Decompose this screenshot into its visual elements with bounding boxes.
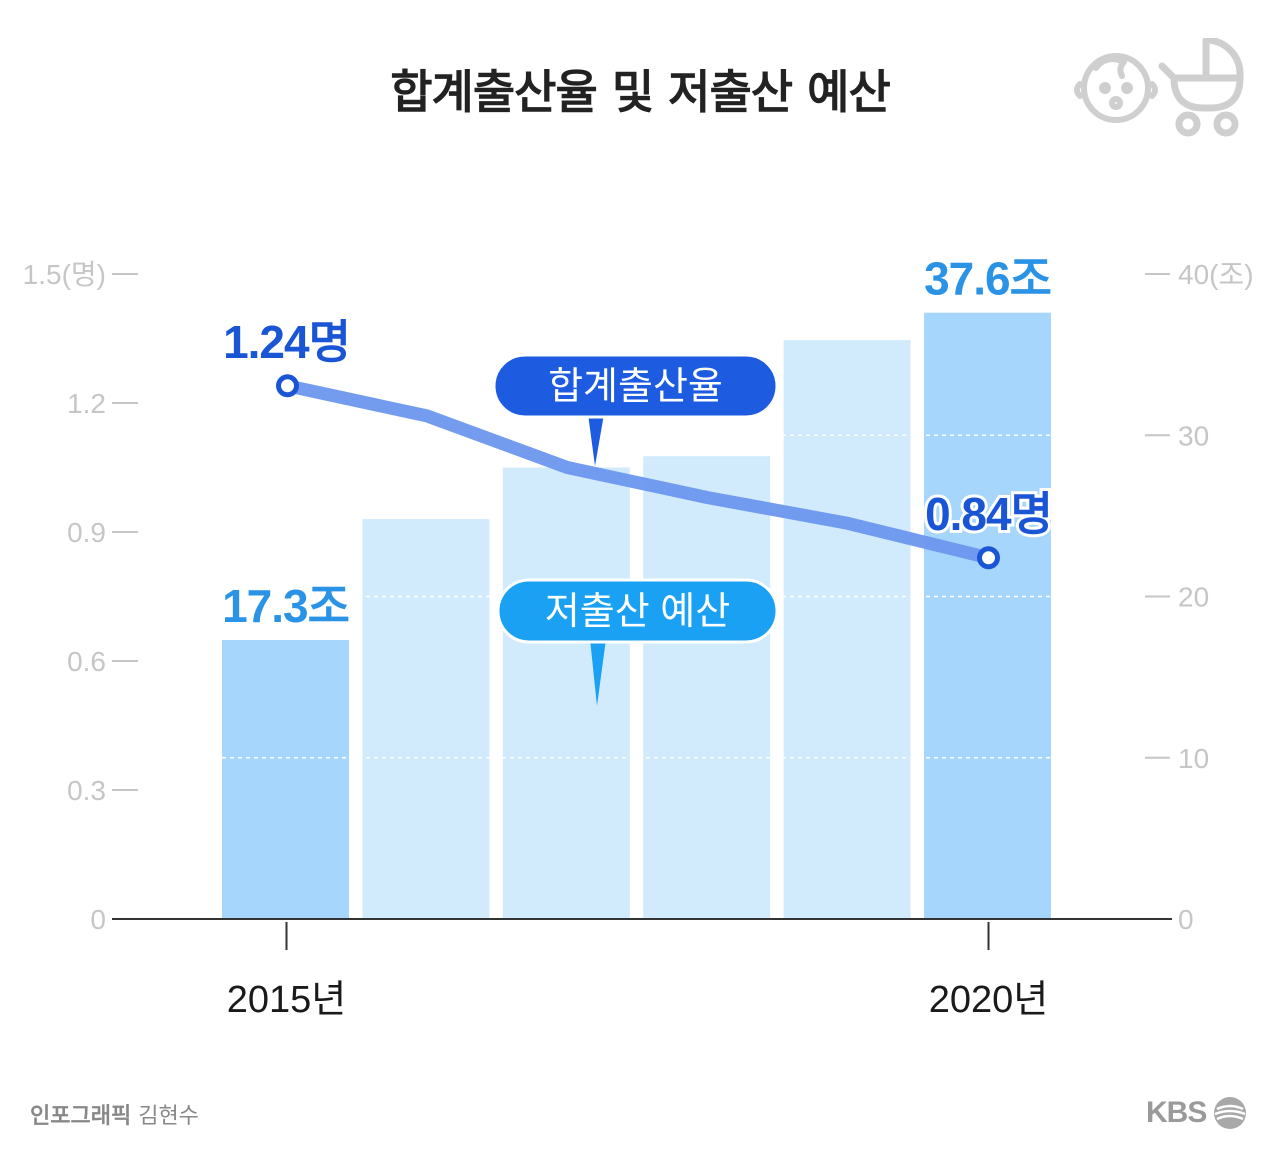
x-axis-label-6: 2020년 — [929, 979, 1049, 1021]
rate-point-6 — [977, 546, 1000, 570]
legend-budget-bubble-text: 저출산 예산 — [545, 591, 730, 633]
legend-rate-bubble-text: 합계출산율 — [548, 366, 723, 408]
credit-role: 인포그래픽 — [30, 1104, 132, 1129]
bar-4 — [643, 456, 771, 919]
x-axis-label-1: 2015년 — [227, 979, 347, 1021]
bar-2 — [362, 519, 490, 919]
rate-label-6: 0.84명 — [925, 488, 1052, 540]
legend-budget-bubble-tail — [590, 639, 606, 706]
left-axis-label-1: 0.3 — [67, 775, 106, 806]
legend-rate-bubble-tail — [588, 414, 604, 466]
right-axis-label-3: 30 — [1178, 420, 1209, 451]
bar-3 — [502, 467, 630, 919]
legend-budget-bubble-box — [496, 578, 779, 644]
page-title: 합계출산율 및 저출산 예산 — [390, 65, 891, 119]
right-axis-label-4: 40(조) — [1178, 259, 1254, 290]
left-axis-label-3: 0.9 — [67, 517, 106, 548]
logo-text: KBS — [1146, 1096, 1207, 1129]
credit-name: 김현수 — [138, 1104, 199, 1129]
rate-line — [281, 379, 995, 565]
rate-point-1 — [276, 374, 299, 398]
rate-label-1: 1.24명 — [223, 316, 350, 368]
budget-label-1: 17.3조 — [222, 580, 349, 632]
line-layer — [276, 374, 1000, 570]
legend-rate-bubble: 합계출산율 — [492, 353, 779, 466]
stroller-icon — [1158, 38, 1244, 137]
credit: 인포그래픽 김현수 — [30, 1098, 199, 1130]
left-axis-label-2: 0.6 — [67, 646, 106, 677]
kbs-logo: KBS — [1146, 1092, 1248, 1134]
right-axis-label-1: 10 — [1178, 743, 1209, 774]
bar-layer — [222, 312, 1051, 919]
baby-face-icon — [1074, 53, 1158, 123]
header-decoration — [1074, 38, 1244, 137]
legend-budget-bubble: 저출산 예산 — [496, 578, 779, 706]
axis-layer: 2015년 2020년 0 0.3 0.6 0.9 1.2 1.5(명) 0 10 20 30 40(조… — [23, 259, 1254, 1021]
budget-label-6: 37.6조 — [924, 253, 1051, 305]
left-axis-label-5: 1.5(명) — [23, 259, 106, 290]
left-axis-label-0: 0 — [90, 904, 106, 935]
kbs-globe-icon — [1214, 1097, 1247, 1129]
bar-6 — [924, 312, 1051, 919]
bar-5 — [783, 340, 911, 919]
right-axis-label-0: 0 — [1178, 904, 1194, 935]
bar-1 — [222, 640, 349, 919]
legend-rate-bubble-box — [492, 353, 779, 419]
left-axis-label-4: 1.2 — [67, 388, 106, 419]
label-layer: 1.24명 0.84명 17.3조 37.6조 — [219, 250, 1056, 635]
right-axis-label-2: 20 — [1178, 582, 1209, 613]
